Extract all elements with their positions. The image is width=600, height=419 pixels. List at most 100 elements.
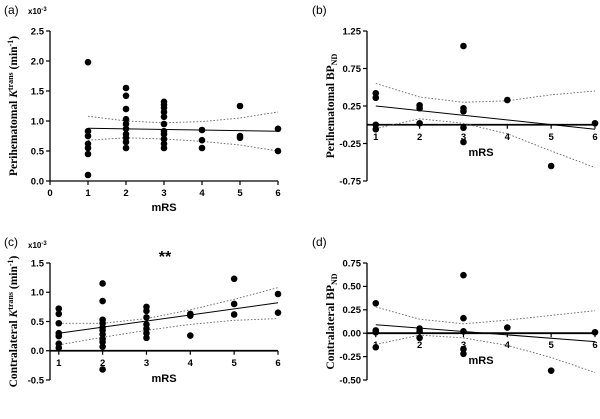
y-axis-label-part: trans xyxy=(6,292,15,310)
y-axis-label-part: (min xyxy=(8,266,20,292)
data-point xyxy=(84,58,92,66)
data-point xyxy=(122,105,130,113)
data-point xyxy=(55,344,63,352)
x-tick-label: 6 xyxy=(592,340,597,351)
y-tick-label: 1.5 xyxy=(31,86,45,97)
x-tick-label: 1 xyxy=(373,132,379,143)
data-point xyxy=(274,147,282,155)
y-axis-label: Contralateral BPND xyxy=(325,273,339,369)
data-point xyxy=(460,107,467,115)
x-axis-label: mRS xyxy=(468,147,493,159)
panel-label: (d) xyxy=(312,235,327,249)
y-axis-label-part: (min xyxy=(8,46,20,72)
y-tick-label: 0.25 xyxy=(343,101,362,112)
y-axis-label-part: Perihematomal xyxy=(8,98,20,176)
data-point xyxy=(84,132,92,140)
data-point xyxy=(99,366,106,373)
y-axis-label-part: ) xyxy=(8,255,20,259)
data-point xyxy=(84,127,92,135)
data-point xyxy=(122,92,130,100)
data-point xyxy=(99,331,106,338)
data-point xyxy=(84,150,92,158)
panel-d: (d)-0.50-0.250.000.250.500.75123456mRSCo… xyxy=(312,235,599,386)
y-tick-label: 1.5 xyxy=(31,258,45,269)
y-axis-label-part: ND xyxy=(330,273,339,285)
panel-b: (b) -0.75 -0.25 0.25 0.75 1.25 1 2 3 4 5 6 mRS Perihe… xyxy=(312,3,599,187)
x-tick-label: 3 xyxy=(161,188,166,199)
y-tick-label: 0.0 xyxy=(31,176,44,187)
data-point xyxy=(230,311,238,318)
data-point xyxy=(55,310,63,318)
y-tick-label: 1.0 xyxy=(31,288,44,299)
panel-label: (a) xyxy=(4,3,19,17)
panel-label: (b) xyxy=(312,3,327,17)
y-tick-label: -0.5 xyxy=(28,375,45,386)
data-point xyxy=(99,338,106,346)
y-tick-label: -0.50 xyxy=(339,375,361,386)
data-point xyxy=(460,328,467,335)
y-tick-label: 0.25 xyxy=(343,305,362,316)
data-point xyxy=(122,84,130,92)
x-tick-label: 4 xyxy=(505,132,511,143)
axis-multiplier: x10-3 xyxy=(28,7,47,16)
ci-lower-curve xyxy=(58,318,279,346)
data-point xyxy=(160,108,168,116)
x-tick-label: 6 xyxy=(275,188,280,199)
data-point xyxy=(187,332,194,339)
y-tick-label: 0.0 xyxy=(31,346,44,357)
data-point xyxy=(122,138,130,146)
multiplier-base: x10 xyxy=(28,7,42,16)
y-axis-label-part: K xyxy=(8,308,20,318)
data-point xyxy=(460,42,467,50)
x-tick-label: 3 xyxy=(461,132,466,143)
data-point xyxy=(143,307,150,315)
ci-upper-curve xyxy=(375,306,596,325)
data-point xyxy=(122,144,130,152)
y-tick-label: 0.00 xyxy=(343,329,362,340)
data-point xyxy=(236,102,244,110)
data-point xyxy=(99,343,106,350)
multiplier-exponent: -3 xyxy=(41,241,47,247)
x-tick-label: 5 xyxy=(549,132,555,143)
x-tick-label: 1 xyxy=(85,188,91,199)
ci-upper-curve xyxy=(375,83,596,103)
data-point xyxy=(230,275,238,283)
x-tick-label: 5 xyxy=(232,358,238,369)
y-axis-label: Perihematomal BPND xyxy=(325,54,339,159)
data-point xyxy=(122,120,130,128)
data-point xyxy=(84,144,92,152)
x-tick-label: 4 xyxy=(199,188,205,199)
data-point xyxy=(372,94,380,102)
data-point xyxy=(416,328,423,335)
y-axis-label: Contralateral Ktrans (min-1) xyxy=(6,255,20,387)
data-point xyxy=(160,144,168,152)
x-tick-label: 5 xyxy=(549,340,555,351)
data-point xyxy=(143,325,150,332)
data-point xyxy=(274,290,282,298)
data-point xyxy=(416,104,423,112)
data-point xyxy=(160,135,168,143)
panel-c: (c) x10-3 -0.5 0.0 0.5 1.0 1.5 1 2 3 4 5 6 mRS Contral… xyxy=(4,235,282,387)
x-tick-label: 3 xyxy=(144,358,149,369)
data-point xyxy=(591,328,599,336)
data-point xyxy=(143,334,150,342)
data-point xyxy=(504,96,511,104)
data-point xyxy=(55,332,63,340)
y-tick-label: 0.75 xyxy=(343,258,362,269)
data-point xyxy=(416,119,423,127)
y-axis-label-part: Contralateral xyxy=(8,317,20,387)
data-point xyxy=(143,329,150,337)
data-point xyxy=(160,120,168,128)
data-point xyxy=(372,125,380,133)
y-axis-label: Perihematomal Ktrans (min-1) xyxy=(6,36,20,176)
x-tick-label: 2 xyxy=(417,132,422,143)
y-axis-label-part: trans xyxy=(6,72,15,90)
data-point xyxy=(236,134,244,142)
data-point xyxy=(416,334,423,342)
data-point xyxy=(55,319,63,327)
data-point xyxy=(460,124,467,132)
y-tick-label: 0.5 xyxy=(31,146,45,157)
x-tick-label: 2 xyxy=(100,358,105,369)
x-axis-label: mRS xyxy=(468,355,493,367)
